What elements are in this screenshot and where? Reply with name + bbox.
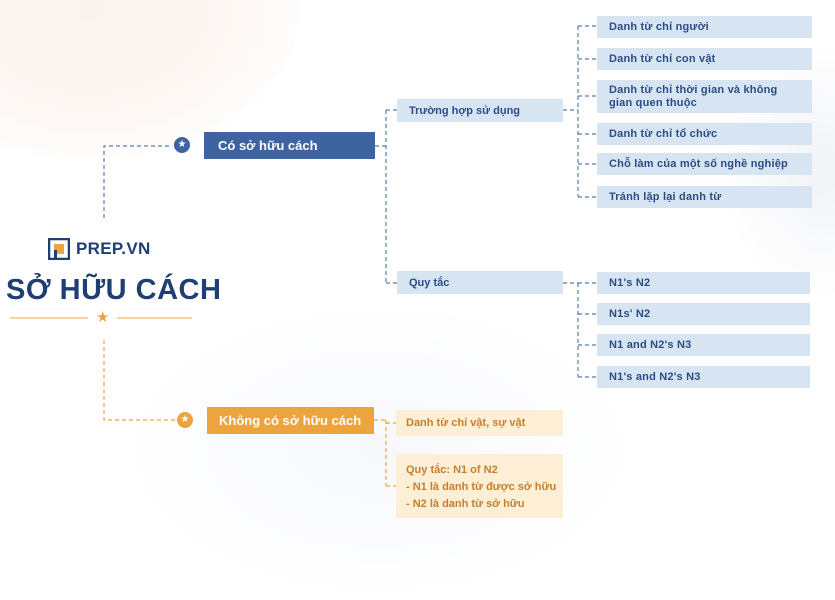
node-with-possessive: Có sở hữu cách <box>204 132 375 159</box>
leaf-usage-organization: Danh từ chỉ tổ chức <box>597 123 812 145</box>
connector-root-to-without <box>103 340 175 421</box>
connector-without-leaves <box>374 419 396 487</box>
leaf-without-item: Danh từ chỉ vật, sự vật <box>396 410 563 436</box>
leaf-rule: N1s' N2 <box>597 303 810 325</box>
leaf-rule: N1's and N2's N3 <box>597 366 810 388</box>
connector-root-to-with <box>103 145 172 218</box>
leaf-usage-person: Danh từ chỉ người <box>597 16 812 38</box>
star-icon: ★ <box>174 137 190 153</box>
node-rules: Quy tắc <box>397 271 563 294</box>
leaf-rule: N1 and N2's N3 <box>597 334 810 356</box>
rule-title: Quy tắc: N1 of N2 <box>406 464 498 476</box>
brand-logo: PREP.VN <box>48 238 151 260</box>
rule-block-without: Quy tắc: N1 of N2 - N1 là danh từ được s… <box>396 454 563 518</box>
leaf-rule: N1's N2 <box>597 272 810 294</box>
leaf-usage-animal: Danh từ chỉ con vật <box>597 48 812 70</box>
connector-lines <box>10 25 597 487</box>
leaf-usage-avoid-repeat: Tránh lặp lại danh từ <box>597 186 812 208</box>
connector-rules-leaves <box>563 282 597 378</box>
connector-usage-leaves <box>563 25 597 198</box>
node-without-possessive: Không có sở hữu cách <box>207 407 374 434</box>
rule-line: - N2 là danh từ sở hữu <box>406 498 525 510</box>
prep-logo-icon <box>48 238 70 260</box>
title-star-icon: ★ <box>96 309 110 326</box>
leaf-usage-workplace: Chỗ làm của một số nghề nghiệp <box>597 153 812 175</box>
connector-with-branch <box>375 109 397 284</box>
node-usage: Trường hợp sử dụng <box>397 99 563 122</box>
leaf-usage-time-space: Danh từ chỉ thời gian và không gian quen… <box>597 80 812 113</box>
main-title: SỞ HỮU CÁCH <box>6 274 222 306</box>
logo-text: PREP.VN <box>76 239 151 258</box>
rule-line: - N1 là danh từ được sở hữu <box>406 481 557 493</box>
star-icon: ★ <box>177 412 193 428</box>
